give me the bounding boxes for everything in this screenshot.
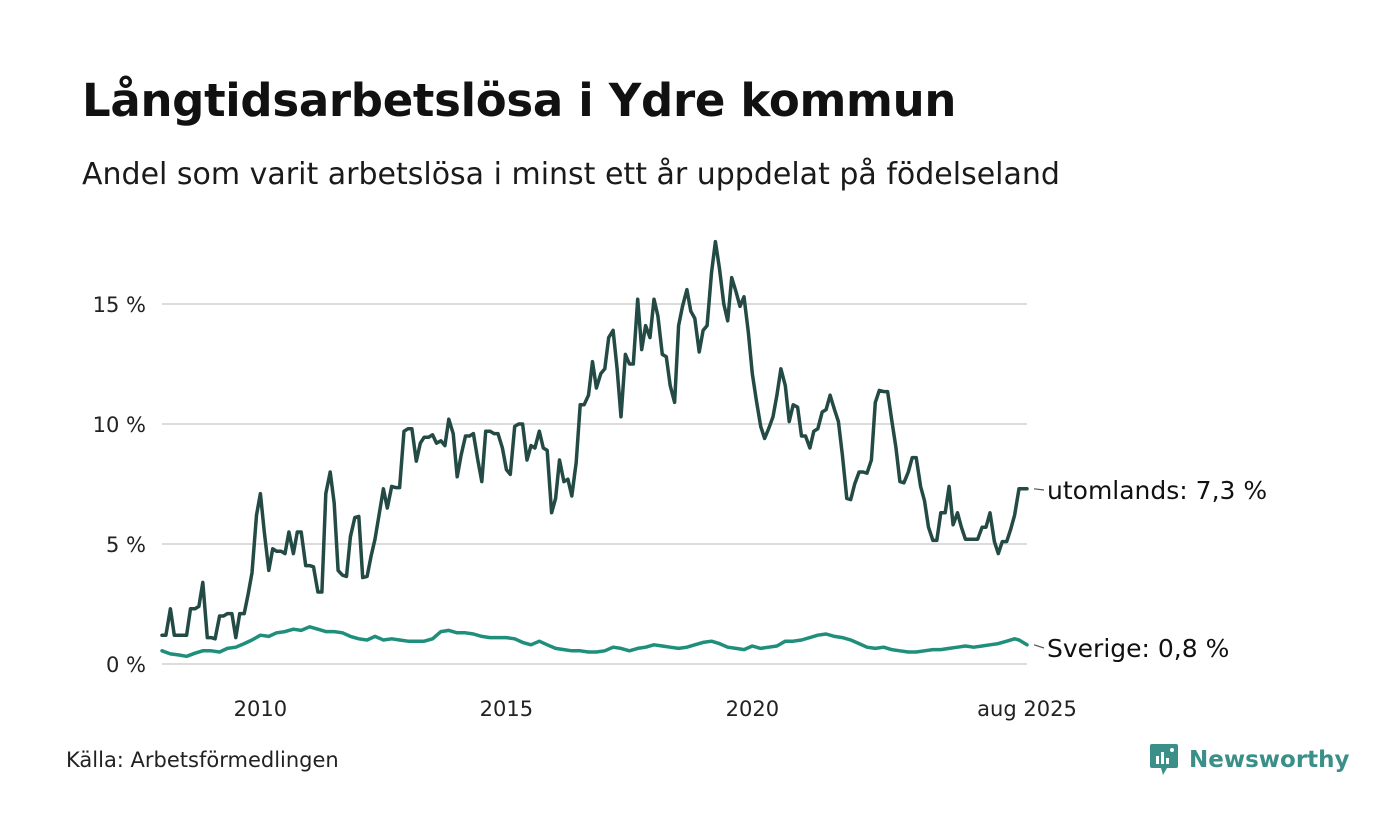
end-labels: utomlands: 7,3 % Sverige: 0,8 % bbox=[1033, 476, 1267, 663]
y-tick-label: 0 % bbox=[106, 653, 146, 677]
y-tick-label: 10 % bbox=[93, 413, 146, 437]
gridlines bbox=[162, 303, 1027, 665]
x-tick-label: aug 2025 bbox=[977, 697, 1077, 721]
y-tick-label: 5 % bbox=[106, 533, 146, 557]
x-tick-label: 2015 bbox=[480, 697, 533, 721]
x-tick-label: 2020 bbox=[726, 697, 779, 721]
x-tick-label: 2010 bbox=[234, 697, 287, 721]
newsworthy-logo-icon bbox=[1150, 744, 1178, 775]
chart-title: Långtidsarbetslösa i Ydre kommun bbox=[82, 74, 957, 127]
end-label-sverige: Sverige: 0,8 % bbox=[1047, 634, 1229, 663]
y-tick-label: 15 % bbox=[93, 293, 146, 317]
brand-logo[interactable]: Newsworthy bbox=[1149, 742, 1350, 778]
y-axis-ticks: 0 % 5 % 10 % 15 % bbox=[93, 293, 146, 677]
series-line-utomlands bbox=[160, 239, 1029, 641]
end-label-leader bbox=[1033, 644, 1045, 649]
series-lines bbox=[160, 239, 1029, 659]
x-axis-ticks: 2010 2015 2020 aug 2025 bbox=[234, 697, 1077, 721]
chart-subtitle: Andel som varit arbetslösa i minst ett å… bbox=[82, 157, 1060, 192]
source-note: Källa: Arbetsförmedlingen bbox=[66, 748, 339, 772]
end-label-utomlands: utomlands: 7,3 % bbox=[1047, 476, 1267, 505]
end-label-leader bbox=[1033, 488, 1045, 491]
series-line-sverige bbox=[160, 625, 1029, 659]
brand-name: Newsworthy bbox=[1189, 747, 1350, 773]
